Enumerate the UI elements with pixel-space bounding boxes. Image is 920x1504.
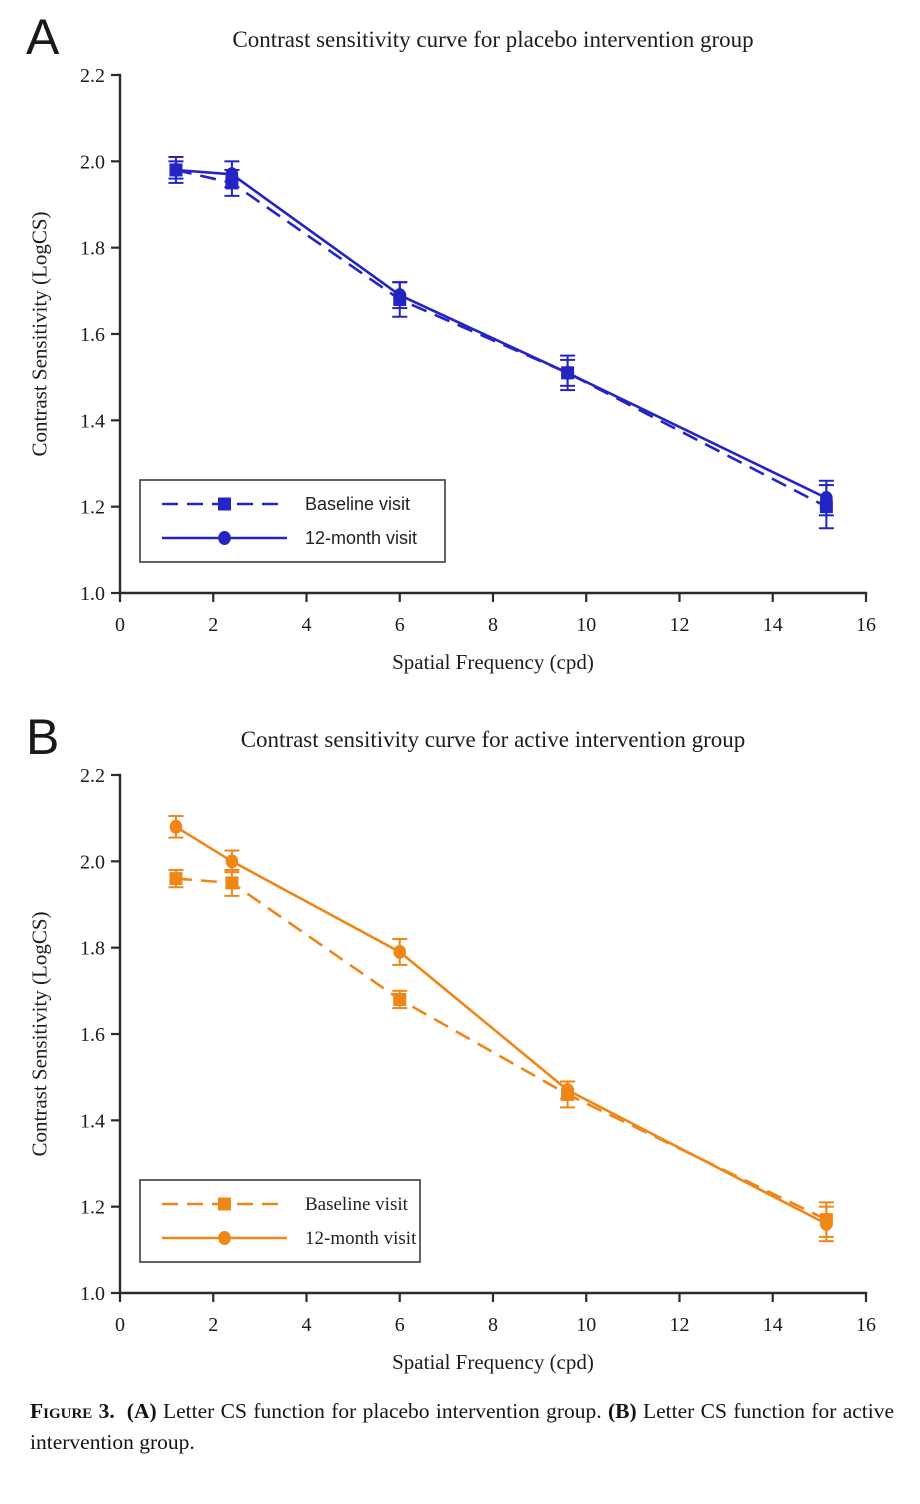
- legend-marker-square: [218, 497, 231, 511]
- caption-part-a-marker: (A): [126, 1399, 157, 1423]
- legend-marker-square: [218, 1197, 231, 1211]
- data-point-square: [393, 992, 407, 1006]
- x-tick-label: 12: [670, 614, 690, 636]
- caption-part-a-text: Letter CS function for placebo intervent…: [162, 1399, 602, 1423]
- x-tick-label: 6: [395, 614, 405, 636]
- legend-label: Baseline visit: [305, 494, 410, 514]
- x-tick-label: 16: [856, 614, 876, 636]
- y-tick-label: 1.0: [80, 1283, 105, 1305]
- legend-box: [139, 1179, 421, 1263]
- panel-b-x-axis-label: Spatial Frequency (cpd): [392, 1350, 594, 1374]
- legend-label: 12-month visit: [305, 528, 417, 548]
- x-tick-label: 4: [302, 614, 312, 636]
- data-point-circle: [169, 819, 183, 834]
- panel-a-x-axis-label: Spatial Frequency (cpd): [392, 650, 594, 674]
- figure-caption: Figure 3. (A) Letter CS function for plac…: [30, 1396, 894, 1458]
- data-point-circle: [225, 854, 239, 869]
- data-point-circle: [169, 162, 183, 177]
- panel-b-letter: B: [26, 709, 60, 765]
- panel-a: A Contrast sensitivity curve for placebo…: [0, 0, 920, 700]
- caption-figure-number: 3.: [98, 1399, 115, 1423]
- y-tick-label: 1.8: [80, 238, 105, 260]
- y-tick-label: 1.0: [80, 583, 105, 605]
- series-line-circle: [175, 168, 827, 500]
- x-tick-label: 14: [763, 614, 783, 636]
- x-tick-label: 0: [115, 614, 125, 636]
- y-tick-label: 1.6: [80, 1024, 105, 1046]
- y-tick-label: 1.8: [80, 938, 105, 960]
- panel-a-letter: A: [26, 9, 60, 65]
- data-point-circle: [820, 1216, 833, 1231]
- caption-part-b-marker: (B): [607, 1399, 637, 1423]
- panel-a-chart: 0 2 4 6 8 10 12 14 16 1.0 1.2 1.4 1.6 1.8 2.0 2.2 Baseli…: [80, 65, 876, 636]
- data-point-circle: [393, 288, 407, 303]
- data-point-circle: [393, 944, 407, 959]
- panel-b-title: Contrast sensitivity curve for active in…: [240, 727, 746, 752]
- panel-b-chart: 0 2 4 6 8 10 12 14 16 1.0 1.2 1.4 1.6 1.8 2.0 2.2 Baseli…: [80, 765, 876, 1336]
- legend-label: 12-month visit: [305, 1228, 417, 1249]
- y-tick-label: 2.0: [80, 151, 105, 173]
- caption-figure-word: Figure: [30, 1399, 93, 1423]
- data-point-circle: [561, 365, 574, 380]
- series-line-circle: [175, 825, 827, 1226]
- y-tick-label: 2.0: [80, 851, 105, 873]
- series-line-square: [175, 877, 827, 1221]
- x-tick-label: 8: [488, 614, 498, 636]
- y-tick-label: 1.2: [80, 1197, 105, 1219]
- y-tick-label: 2.2: [80, 765, 105, 787]
- x-tick-label: 14: [763, 1314, 783, 1336]
- x-tick-label: 2: [208, 1314, 218, 1336]
- x-tick-label: 12: [670, 1314, 690, 1336]
- legend-label: Baseline visit: [305, 1194, 409, 1215]
- x-tick-label: 0: [115, 1314, 125, 1336]
- data-point-circle: [561, 1083, 574, 1098]
- legend-box: [139, 479, 446, 563]
- caption-figure-label: Figure 3.: [30, 1399, 115, 1423]
- y-tick-label: 2.2: [80, 65, 105, 87]
- y-tick-label: 1.2: [80, 497, 105, 519]
- series-line-square: [175, 168, 827, 508]
- y-tick-label: 1.4: [80, 410, 105, 432]
- x-tick-label: 4: [302, 1314, 312, 1336]
- panel-a-title: Contrast sensitivity curve for placebo i…: [232, 27, 754, 52]
- legend-marker-circle: [218, 1231, 231, 1245]
- x-tick-label: 10: [576, 614, 596, 636]
- x-tick-label: 16: [856, 1314, 876, 1336]
- x-tick-label: 2: [208, 614, 218, 636]
- y-tick-label: 1.4: [80, 1110, 105, 1132]
- x-tick-label: 6: [395, 1314, 405, 1336]
- data-point-circle: [225, 167, 239, 182]
- caption-part-b-text: Letter CS function for active interventi…: [30, 1399, 895, 1454]
- data-point-circle: [820, 491, 833, 506]
- data-point-square: [169, 872, 183, 886]
- y-tick-label: 1.6: [80, 324, 105, 346]
- panel-b: B Contrast sensitivity curve for active …: [0, 700, 920, 1400]
- x-tick-label: 8: [488, 1314, 498, 1336]
- legend-marker-circle: [218, 531, 231, 545]
- x-tick-label: 10: [576, 1314, 596, 1336]
- data-point-square: [225, 876, 239, 890]
